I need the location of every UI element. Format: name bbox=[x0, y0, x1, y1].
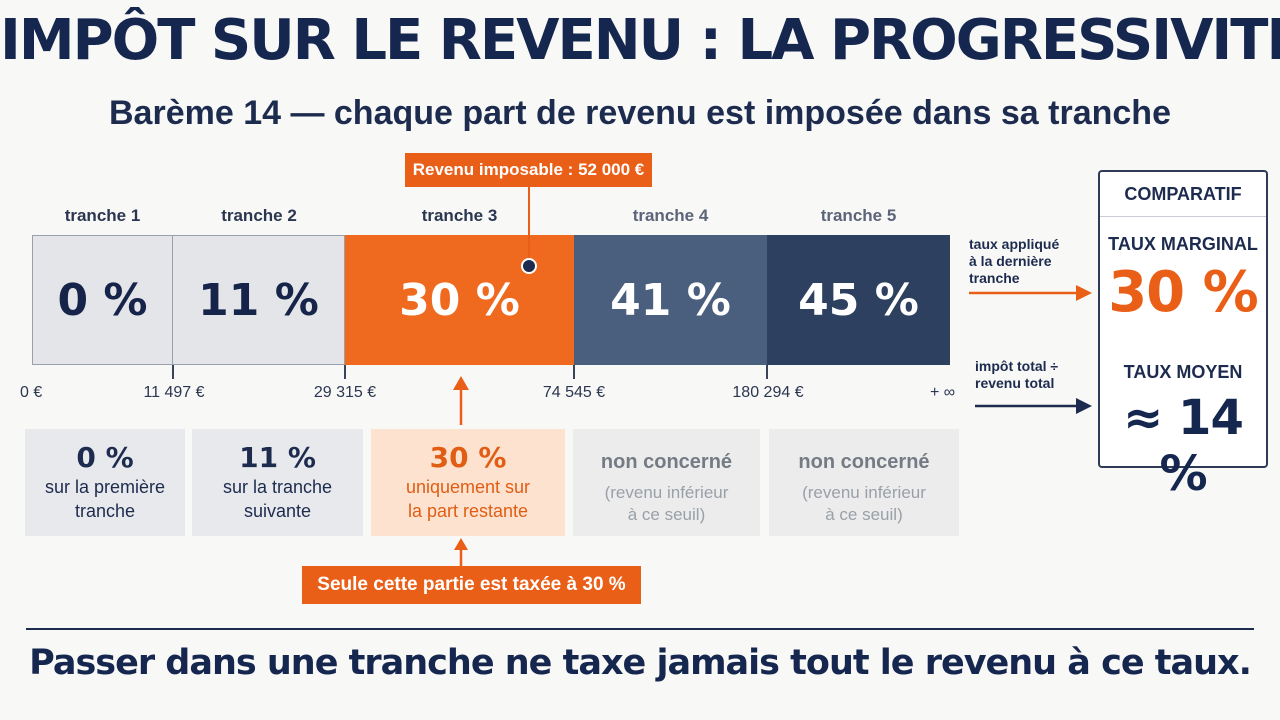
detail-status: non concerné bbox=[798, 451, 930, 473]
note-line: impôt total ÷ bbox=[975, 358, 1059, 374]
up-arrow-head-2 bbox=[454, 538, 468, 550]
tranche-label-1: tranche 1 bbox=[64, 206, 141, 225]
threshold-tick bbox=[344, 365, 346, 379]
detail-line: (revenu inférieur bbox=[604, 483, 729, 502]
detail-rate: 30 % bbox=[429, 441, 507, 474]
note-line: taux appliqué bbox=[969, 236, 1060, 252]
detail-box-4: non concerné (revenu inférieur à ce seui… bbox=[573, 429, 760, 536]
up-arrow-head bbox=[453, 376, 469, 390]
footer-statement: Passer dans une tranche ne taxe jamais t… bbox=[29, 643, 1252, 683]
detail-box-2: 11 % sur la tranche suivante bbox=[192, 429, 363, 536]
page-subtitle: Barème 14 — chaque part de revenu est im… bbox=[109, 94, 1171, 132]
threshold-tick bbox=[766, 365, 768, 379]
detail-box-3: 30 % uniquement sur la part restante bbox=[371, 429, 565, 536]
detail-rate: 0 % bbox=[76, 441, 134, 474]
tranche-segment-5: 45 % bbox=[767, 235, 950, 365]
threshold-label-4: 180 294 € bbox=[732, 384, 804, 401]
average-rate-value: ≈ 14 % bbox=[1123, 390, 1244, 502]
note-line: revenu total bbox=[975, 375, 1055, 391]
comparison-panel: COMPARATIF TAUX MARGINAL 30 % TAUX MOYEN… bbox=[1098, 170, 1268, 502]
detail-rate: 11 % bbox=[239, 441, 316, 474]
detail-status: non concerné bbox=[600, 451, 733, 473]
average-rate-label: TAUX MOYEN bbox=[1123, 362, 1243, 382]
marginal-rate-value: 30 % bbox=[1108, 260, 1259, 325]
detail-line: tranche bbox=[74, 501, 136, 521]
taxable-income-callout: Revenu imposable : 52 000 € bbox=[405, 153, 652, 187]
tranche-segment-2: 11 % bbox=[173, 235, 345, 365]
average-arrow-head bbox=[1076, 398, 1092, 414]
income-marker bbox=[521, 258, 537, 274]
tranche-label-5: tranche 5 bbox=[820, 206, 897, 225]
threshold-label-1: 11 497 € bbox=[143, 384, 205, 401]
note-line: à la dernière bbox=[969, 253, 1052, 269]
taxed-part-callout: Seule cette partie est taxée à 30 % bbox=[302, 566, 641, 604]
threshold-label-2: 29 315 € bbox=[313, 384, 377, 401]
note-line: tranche bbox=[969, 270, 1020, 286]
tranche-label-3: tranche 3 bbox=[421, 206, 498, 225]
comparison-divider bbox=[1100, 216, 1266, 217]
detail-line: uniquement sur bbox=[405, 477, 531, 497]
comparison-title: COMPARATIF bbox=[1124, 184, 1242, 204]
tranche-segment-1: 0 % bbox=[32, 235, 173, 365]
detail-box-1: 0 % sur la première tranche bbox=[25, 429, 185, 536]
page-title: IMPÔT SUR LE REVENU : LA PROGRESSIVITÉ bbox=[0, 8, 1280, 73]
threshold-tick bbox=[172, 365, 174, 379]
detail-line: sur la tranche bbox=[222, 477, 333, 497]
marginal-rate-note: taux appliqué à la dernière tranche bbox=[969, 236, 1059, 287]
tranche-label-2: tranche 2 bbox=[221, 206, 297, 225]
detail-line: la part restante bbox=[407, 501, 529, 521]
detail-line: à ce seuil) bbox=[627, 505, 706, 524]
threshold-label-5: + ∞ bbox=[930, 384, 956, 401]
marginal-rate-label: TAUX MARGINAL bbox=[1108, 234, 1258, 254]
detail-line: suivante bbox=[243, 501, 312, 521]
footer-divider bbox=[26, 628, 1254, 630]
detail-line: à ce seuil) bbox=[825, 505, 903, 524]
detail-box-5: non concerné (revenu inférieur à ce seui… bbox=[769, 429, 959, 536]
marginal-arrow-head bbox=[1076, 285, 1092, 301]
detail-line: (revenu inférieur bbox=[802, 483, 926, 502]
average-rate-note: impôt total ÷ revenu total bbox=[975, 358, 1058, 392]
threshold-label-0: 0 € bbox=[20, 384, 43, 401]
tranche-label-4: tranche 4 bbox=[632, 206, 709, 225]
tranche-segment-3: 30 % bbox=[345, 235, 574, 365]
tranche-segment-4: 41 % bbox=[574, 235, 767, 365]
detail-line: sur la première bbox=[44, 477, 166, 497]
threshold-tick bbox=[573, 365, 575, 379]
threshold-label-3: 74 545 € bbox=[542, 384, 606, 401]
